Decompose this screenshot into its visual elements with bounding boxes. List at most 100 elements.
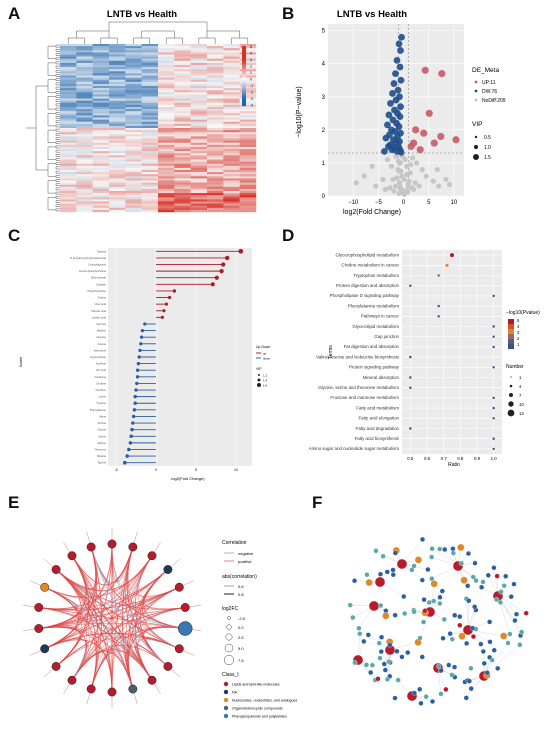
- heatmap-cell: [239, 182, 257, 185]
- heatmap-cell: [141, 52, 159, 55]
- volcano-point-up: [420, 129, 428, 137]
- heatmap-cell: [109, 144, 126, 148]
- correlation-edge: [44, 638, 88, 681]
- heatmap-cell: [190, 205, 208, 208]
- heatmap-cell: [223, 136, 240, 139]
- volcano-point-up: [412, 126, 420, 134]
- heatmap-cell: [207, 100, 224, 103]
- network-node-gene: [495, 665, 501, 671]
- heatmap-cell: [76, 163, 93, 166]
- heatmap-cell: [60, 188, 77, 192]
- correlation-edge: [90, 546, 169, 667]
- heatmap-cell: [158, 205, 175, 208]
- volcano-legend-swatch: [474, 98, 478, 102]
- heatmap-cell: [60, 136, 77, 139]
- lollipop-category-label: Valine: [99, 414, 107, 418]
- heatmap-cell: [158, 46, 175, 49]
- heatmap-cell: [223, 201, 240, 204]
- heatmap-cell: [174, 83, 191, 87]
- network-node-pathway: [457, 543, 465, 552]
- heatmap-cell: [141, 203, 159, 206]
- network-node-gene: [465, 551, 472, 557]
- colorbar-tick: -1: [250, 84, 253, 88]
- colorbar-segment: [242, 46, 246, 49]
- network-node-gene: [491, 565, 497, 571]
- heatmap-cell: [60, 128, 77, 131]
- heatmap-cell: [125, 107, 142, 110]
- heatmap-cell: [190, 107, 208, 110]
- network-node-enzyme: [369, 662, 375, 668]
- dendrogram-branch: [55, 137, 60, 140]
- lollipop-category-label: Taurine: [97, 461, 106, 465]
- dendrogram-branch: [55, 166, 60, 170]
- heatmap-cell: [76, 130, 93, 133]
- heatmap-cell: [141, 182, 159, 185]
- enrichment-colorbar-segment: [508, 339, 514, 345]
- heatmap-cell: [92, 71, 110, 74]
- heatmap-cell: [223, 205, 240, 208]
- enrichment-legend-size-swatch: [507, 409, 515, 417]
- heatmap-cell: [76, 88, 93, 91]
- heatmap-cell: [174, 117, 191, 120]
- heatmap-cell: [190, 180, 208, 183]
- heatmap-cell: [60, 73, 77, 76]
- lollipop-legend-size-swatch: [258, 374, 260, 376]
- heatmap-cell: [141, 88, 159, 91]
- enrichment-ylabel: Terms: [328, 345, 334, 359]
- heatmap-cell: [141, 153, 159, 156]
- volcano-point-down: [397, 47, 404, 54]
- network-node-gene: [464, 640, 470, 646]
- enrichment-colorbar-segment: [508, 334, 514, 340]
- heatmap-cell: [60, 195, 77, 198]
- colorbar-segment: [242, 52, 246, 55]
- dendrogram-branch: [55, 99, 60, 102]
- heatmap-cell: [158, 188, 175, 192]
- heatmap-cell: [158, 146, 175, 150]
- heatmap-cell: [174, 149, 191, 152]
- heatmap-cell: [109, 77, 126, 80]
- volcano-point-nodiff: [410, 155, 416, 161]
- heatmap-cell: [158, 203, 175, 206]
- heatmap-cell: [125, 123, 142, 127]
- heatmap-cell: [207, 209, 224, 213]
- heatmap-cell: [60, 71, 77, 74]
- colorbar-segment: [242, 78, 246, 81]
- heatmap-cell: [60, 98, 77, 101]
- network-node-gene: [442, 546, 448, 553]
- heatmap-column-dendrogram: [67, 21, 249, 44]
- heatmap-cell: [109, 203, 126, 206]
- enrichment-colorbar-tick: 1: [517, 342, 520, 347]
- volcano-point-nodiff: [446, 181, 452, 188]
- heatmap-cell: [223, 191, 240, 194]
- heatmap-cell: [109, 161, 126, 164]
- heatmap-cell: [76, 149, 93, 152]
- heatmap-cell: [125, 113, 142, 116]
- heatmap-cell: [76, 111, 93, 114]
- correlation-edge: [71, 650, 134, 690]
- heatmap-cell: [207, 191, 224, 194]
- heatmap-cell: [239, 167, 257, 171]
- volcano-legend-label: DW:76: [482, 89, 497, 95]
- heatmap-cell: [190, 73, 208, 76]
- heatmap-cell: [76, 209, 93, 213]
- heatmap-cell: [141, 67, 159, 70]
- heatmap-cell: [125, 119, 142, 122]
- heatmap-cell: [174, 174, 191, 177]
- heatmap-cell: [239, 83, 257, 87]
- panel-label-e: E: [8, 493, 20, 512]
- heatmap-cell: [223, 123, 240, 127]
- heatmap-cell: [92, 75, 110, 78]
- enrichment-term-label: Fatty acid metabolism: [356, 405, 399, 410]
- heatmap-cell: [125, 180, 142, 183]
- heatmap-cell: [76, 138, 93, 141]
- heatmap-cell: [158, 209, 175, 213]
- heatmap-cell: [76, 60, 93, 64]
- heatmap-cell: [60, 178, 77, 181]
- heatmap-cell: [190, 178, 208, 181]
- heatmap-cell: [239, 102, 257, 106]
- heatmap-cell: [174, 186, 191, 190]
- heatmap-cell: [158, 130, 175, 133]
- network-node-gene: [390, 567, 396, 573]
- heatmap-cell: [239, 142, 257, 145]
- volcano-point-nodiff: [395, 158, 402, 164]
